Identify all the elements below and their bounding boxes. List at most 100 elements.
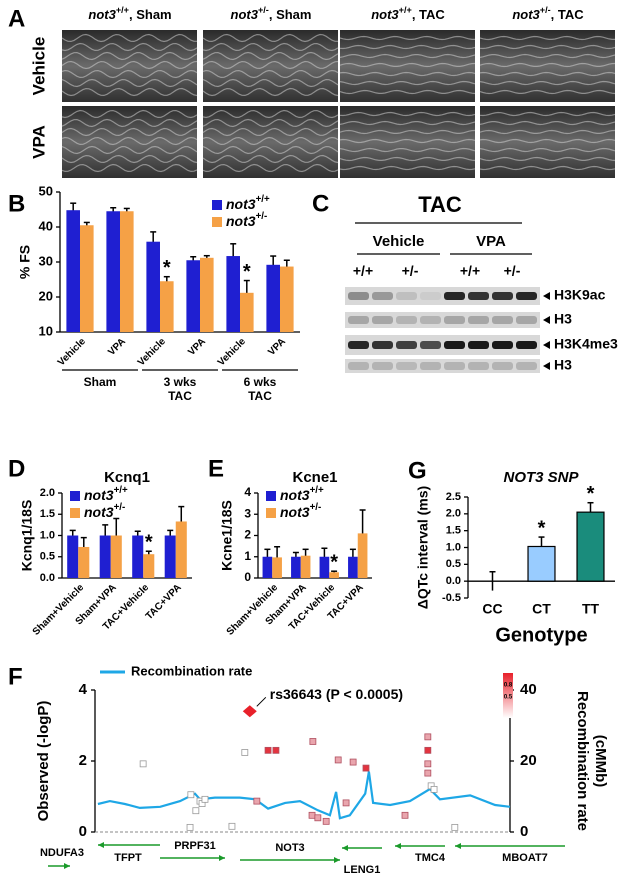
y-tick-label: 0.5 [446, 558, 461, 570]
lane-label: +/+ [460, 263, 480, 279]
text-part: not3 [226, 196, 256, 212]
echo-trace [339, 35, 475, 41]
text-part: not3 [280, 487, 310, 503]
point [309, 738, 317, 745]
bar [527, 545, 556, 582]
echo-trace [479, 138, 616, 144]
echo-trace [479, 71, 616, 77]
bar [266, 264, 280, 332]
point [334, 756, 342, 764]
point [192, 807, 200, 815]
text-part: +/+ [114, 485, 128, 496]
gene-arrowhead [98, 842, 104, 848]
blot-band [420, 341, 441, 349]
point [424, 769, 432, 777]
x-tick-label: TT [582, 601, 600, 617]
blot-band [516, 292, 537, 300]
row-label: VPA [29, 125, 48, 159]
echo-trace [61, 136, 198, 146]
bar [329, 572, 339, 578]
blot-strip [345, 287, 540, 305]
echo-trace [61, 109, 198, 119]
x-tick-label: Vehicle [56, 336, 88, 368]
band-label: H3 [554, 357, 572, 373]
gene-label: NDUFA3 [40, 847, 84, 859]
echo-trace [61, 60, 198, 70]
legend-label: not3+/- [226, 211, 267, 229]
bar [291, 556, 301, 578]
pointer [543, 341, 550, 349]
blot-band [348, 362, 369, 370]
text-part: not3 [371, 7, 399, 22]
bar [143, 554, 155, 578]
chart-title: Kcne1 [292, 469, 337, 486]
x-tick-label: CT [532, 601, 551, 617]
gene-arrowhead [455, 843, 461, 849]
bar [80, 225, 94, 332]
x-tick-label: Sham+Vehicle [31, 582, 87, 638]
echo-trace [339, 71, 476, 77]
blot-band [372, 292, 393, 300]
text-part: +/- [258, 5, 269, 15]
echo-trace [61, 145, 198, 155]
bar [67, 535, 79, 578]
echo-trace [61, 163, 198, 173]
echo-trace [61, 33, 197, 43]
echo-trace [479, 120, 616, 126]
annotation-line [256, 696, 267, 707]
text-part: not3 [231, 7, 259, 22]
y2-tick-label: 40 [520, 681, 537, 698]
y-tick-label: 50 [39, 183, 53, 198]
y-tick-label: 4 [79, 681, 88, 698]
ld-label: 0.8 [504, 683, 513, 689]
blot-strip [345, 359, 540, 373]
text-part: +/- [256, 211, 268, 222]
echo-trace [202, 127, 339, 137]
y2-tick-label: 0 [520, 823, 528, 840]
y-tick-label: 0 [244, 570, 251, 584]
y2-axis-label: (cMMb) [592, 735, 609, 788]
point [342, 799, 350, 807]
blot-band [516, 341, 537, 349]
bar [99, 535, 111, 578]
bar [106, 211, 120, 332]
panel-letter: E [208, 455, 224, 482]
blot-band [468, 292, 489, 300]
group-label: TAC [248, 389, 272, 403]
blot-band [492, 362, 513, 370]
blot-band [444, 362, 465, 370]
bar [319, 556, 330, 578]
echo-trace [339, 111, 476, 117]
legend-label: not3+/+ [226, 194, 270, 212]
legend-swatch [266, 508, 276, 518]
y-axis-label: Kcnq1/18S [19, 500, 35, 572]
gene-arrowhead [334, 857, 340, 863]
y-tick-label: 3 [244, 506, 251, 520]
bar [132, 535, 144, 578]
point [424, 733, 432, 741]
x-tick-label: Vehicle [136, 336, 168, 368]
gene-label: LENG1 [344, 864, 381, 876]
echo-trace [339, 53, 476, 59]
text-part: not3 [512, 7, 540, 22]
blot-band [372, 341, 393, 349]
text-part: not3 [280, 504, 310, 520]
echo-trace [339, 80, 476, 86]
point [424, 746, 432, 754]
y-tick-label: 30 [39, 253, 53, 268]
point [362, 764, 370, 772]
gene-arrowhead [342, 845, 348, 851]
point [322, 817, 330, 825]
echo-trace [202, 145, 339, 155]
x-axis-label: Genotype [495, 624, 587, 646]
blot-band [420, 362, 441, 370]
point [186, 823, 194, 831]
text-part: +/+ [310, 485, 324, 496]
y-axis-label: Kcne1/18S [219, 500, 235, 571]
y-tick-label: 0.0 [446, 575, 461, 587]
gene-arrowhead [395, 843, 401, 849]
point [314, 814, 322, 822]
highlight-point [242, 705, 257, 718]
blot-band [516, 316, 537, 324]
y-tick-label: 1.0 [40, 529, 55, 541]
